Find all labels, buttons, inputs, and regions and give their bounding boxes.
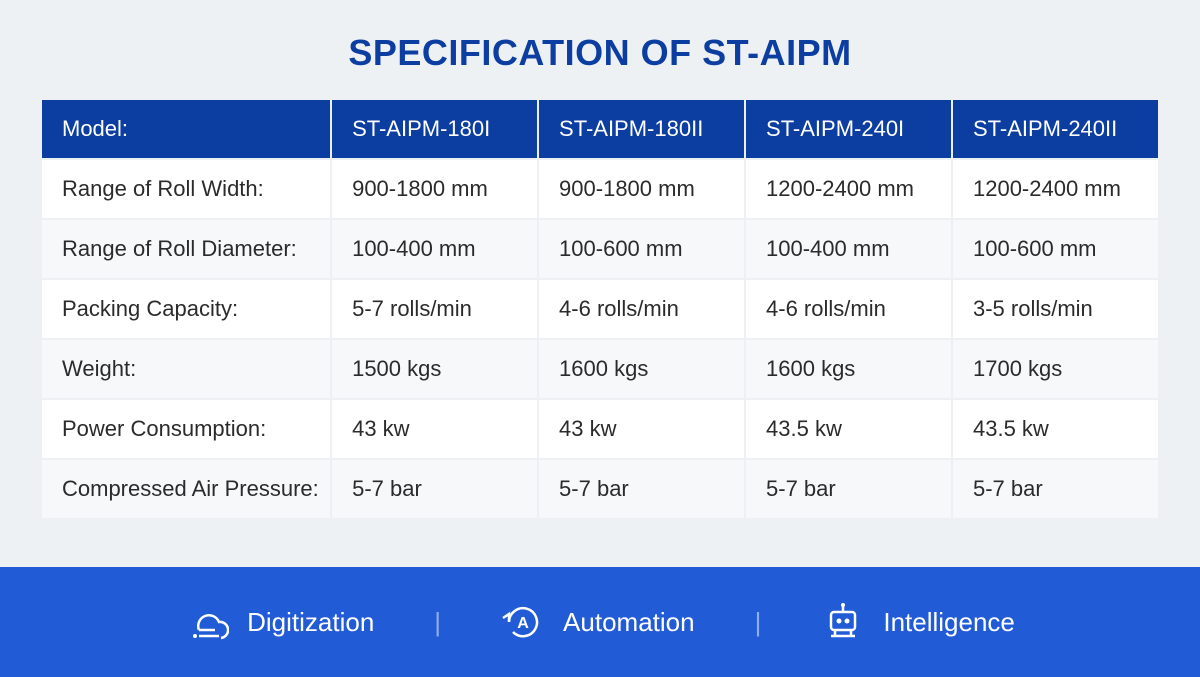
cell: 900-1800 mm <box>332 160 537 218</box>
footer-separator: | <box>755 607 762 638</box>
cell: 43.5 kw <box>746 400 951 458</box>
cell: 1500 kgs <box>332 340 537 398</box>
cell: 4-6 rolls/min <box>746 280 951 338</box>
cell: 1200-2400 mm <box>746 160 951 218</box>
cell: 5-7 rolls/min <box>332 280 537 338</box>
row-label: Range of Roll Diameter: <box>42 220 330 278</box>
automation-icon: A <box>501 600 545 644</box>
cell: 900-1800 mm <box>539 160 744 218</box>
intelligence-icon <box>821 600 865 644</box>
table-row: Weight: 1500 kgs 1600 kgs 1600 kgs 1700 … <box>42 340 1158 398</box>
cell: 100-600 mm <box>953 220 1158 278</box>
footer-item-automation: A Automation <box>501 600 695 644</box>
spec-table-container: Model: ST-AIPM-180I ST-AIPM-180II ST-AIP… <box>0 98 1200 520</box>
row-label: Weight: <box>42 340 330 398</box>
table-row: Compressed Air Pressure: 5-7 bar 5-7 bar… <box>42 460 1158 518</box>
cell: 43 kw <box>539 400 744 458</box>
footer-bar: Digitization | A Automation | <box>0 567 1200 677</box>
table-row: Range of Roll Width: 900-1800 mm 900-180… <box>42 160 1158 218</box>
footer-item-intelligence: Intelligence <box>821 600 1015 644</box>
row-label: Packing Capacity: <box>42 280 330 338</box>
footer-label: Automation <box>563 607 695 638</box>
svg-text:A: A <box>517 615 529 632</box>
footer-separator: | <box>434 607 441 638</box>
cell: 43 kw <box>332 400 537 458</box>
cell: 100-400 mm <box>746 220 951 278</box>
table-body: Range of Roll Width: 900-1800 mm 900-180… <box>42 160 1158 518</box>
footer-item-digitization: Digitization <box>185 600 374 644</box>
cloud-icon <box>185 600 229 644</box>
cell: 100-400 mm <box>332 220 537 278</box>
cell: 3-5 rolls/min <box>953 280 1158 338</box>
cell: 43.5 kw <box>953 400 1158 458</box>
table-row: Packing Capacity: 5-7 rolls/min 4-6 roll… <box>42 280 1158 338</box>
col-header: ST-AIPM-180II <box>539 100 744 158</box>
cell: 5-7 bar <box>539 460 744 518</box>
col-header: Model: <box>42 100 330 158</box>
col-header: ST-AIPM-240II <box>953 100 1158 158</box>
cell: 100-600 mm <box>539 220 744 278</box>
cell: 5-7 bar <box>332 460 537 518</box>
cell: 1600 kgs <box>539 340 744 398</box>
cell: 1600 kgs <box>746 340 951 398</box>
row-label: Range of Roll Width: <box>42 160 330 218</box>
cell: 1700 kgs <box>953 340 1158 398</box>
footer-label: Intelligence <box>883 607 1015 638</box>
table-row: Range of Roll Diameter: 100-400 mm 100-6… <box>42 220 1158 278</box>
row-label: Compressed Air Pressure: <box>42 460 330 518</box>
cell: 4-6 rolls/min <box>539 280 744 338</box>
col-header: ST-AIPM-240I <box>746 100 951 158</box>
cell: 5-7 bar <box>746 460 951 518</box>
cell: 5-7 bar <box>953 460 1158 518</box>
table-row: Power Consumption: 43 kw 43 kw 43.5 kw 4… <box>42 400 1158 458</box>
footer-label: Digitization <box>247 607 374 638</box>
table-header-row: Model: ST-AIPM-180I ST-AIPM-180II ST-AIP… <box>42 100 1158 158</box>
cell: 1200-2400 mm <box>953 160 1158 218</box>
page-title: SPECIFICATION OF ST-AIPM <box>0 0 1200 98</box>
col-header: ST-AIPM-180I <box>332 100 537 158</box>
spec-table: Model: ST-AIPM-180I ST-AIPM-180II ST-AIP… <box>40 98 1160 520</box>
row-label: Power Consumption: <box>42 400 330 458</box>
